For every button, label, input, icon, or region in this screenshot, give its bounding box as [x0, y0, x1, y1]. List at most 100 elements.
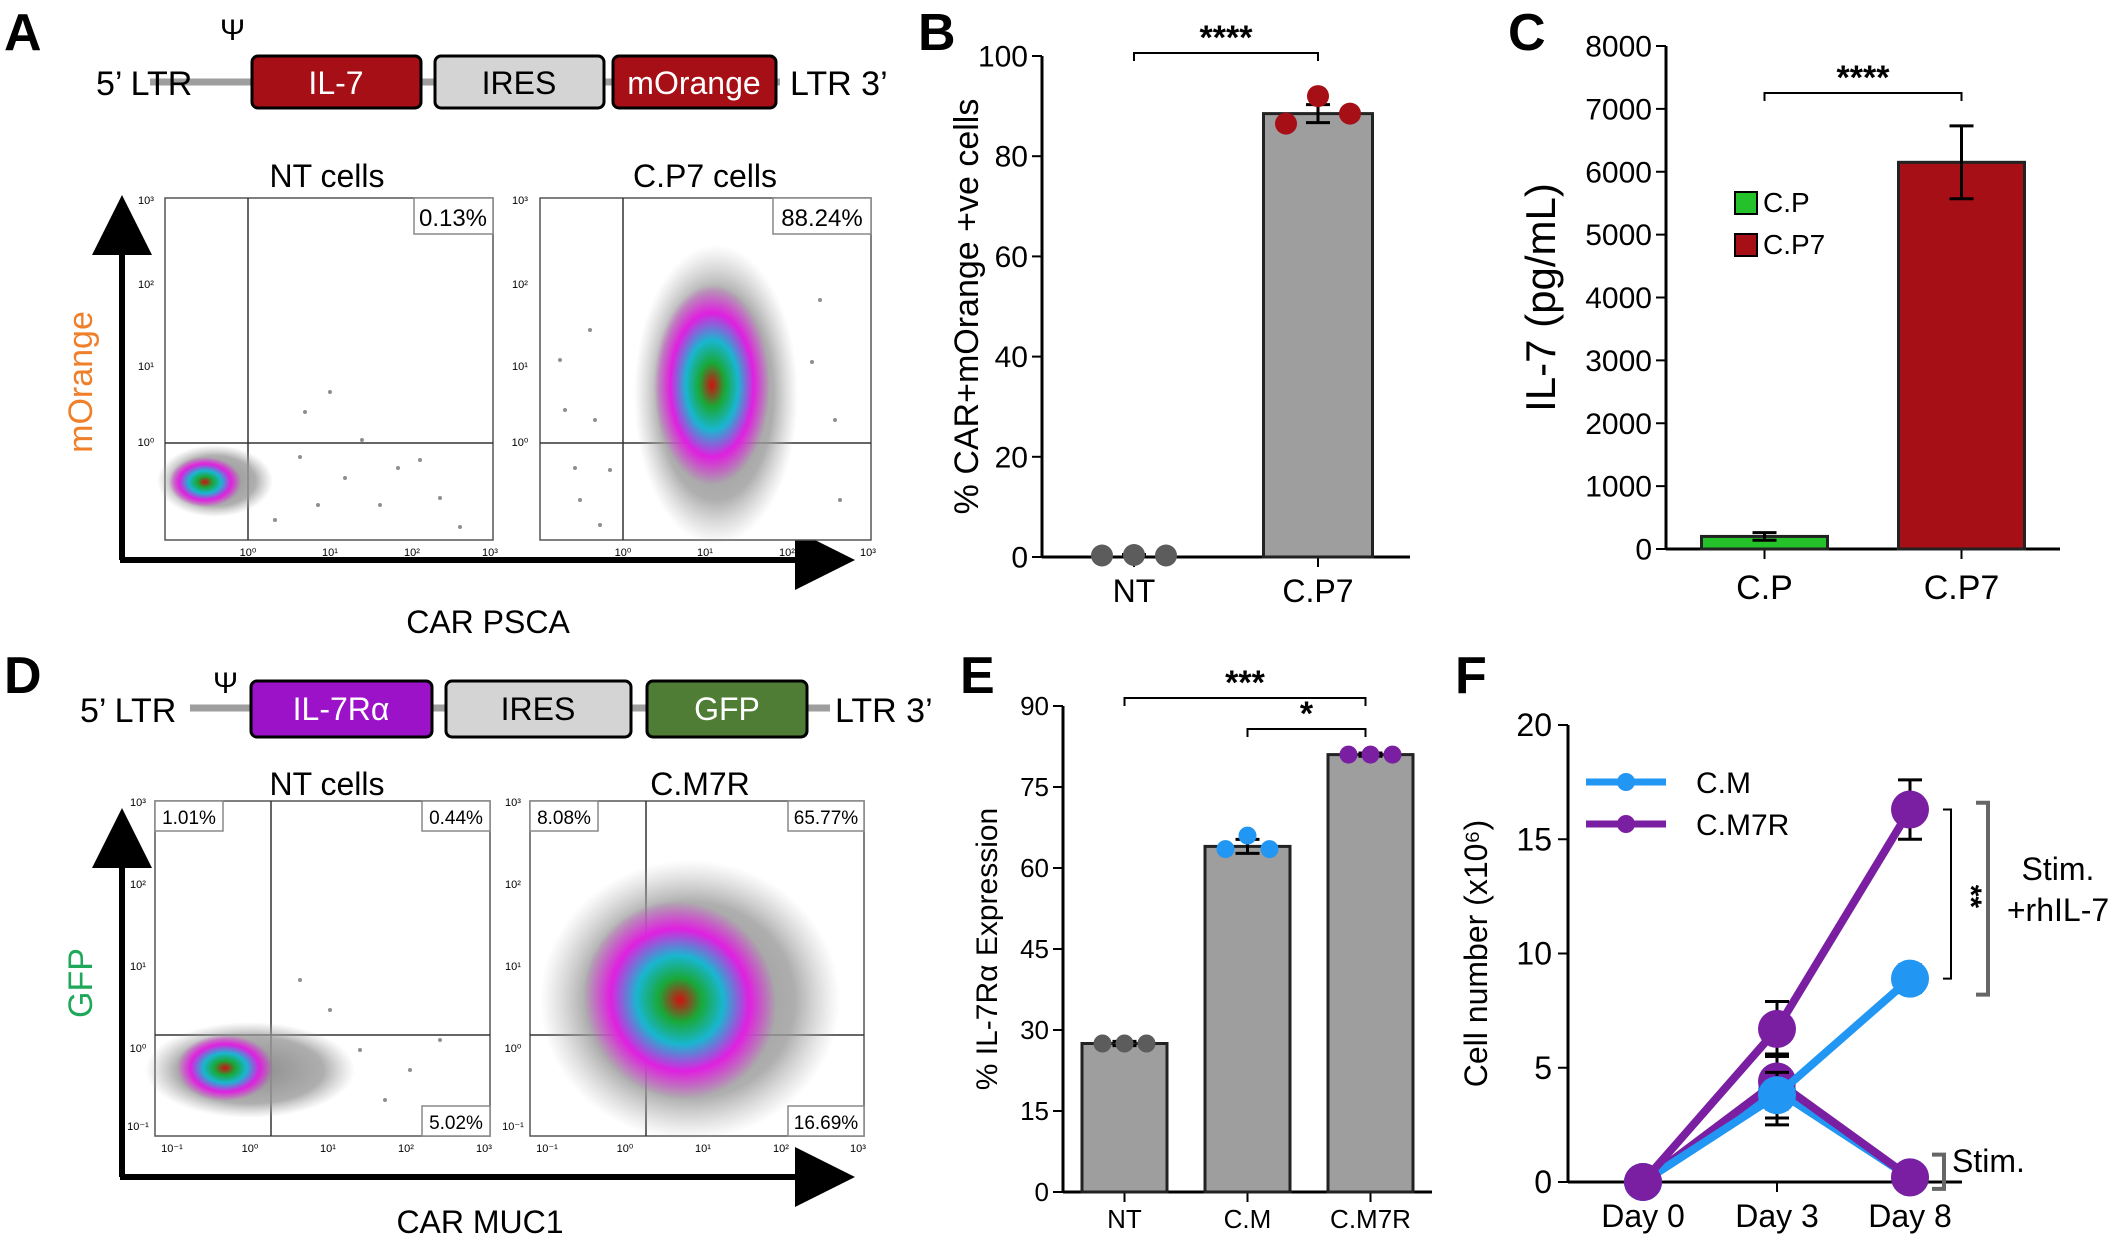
significance-label: **** — [1837, 59, 1891, 97]
y-tick-label: 15 — [1516, 821, 1552, 857]
panel-label-e: E — [960, 647, 995, 705]
construct-d: 5’ LTR Ψ IL-7Rα IRES GFP LTR 3’ — [80, 667, 933, 739]
gfp-label: GFP — [694, 691, 760, 727]
condition-label: Stim. — [2022, 851, 2095, 887]
condition-bracket — [1976, 800, 1990, 997]
significance-bracket — [1763, 92, 1963, 101]
cell-population — [169, 457, 241, 507]
legend-label: C.P7 — [1763, 229, 1825, 260]
tick-y: 10¹ — [512, 361, 528, 373]
significance-bracket — [1123, 697, 1367, 706]
tick-x: 10⁰ — [242, 1143, 259, 1155]
significance-bracket — [1246, 728, 1367, 737]
quadrant-ul-box — [154, 800, 224, 832]
data-point — [1339, 102, 1361, 125]
tick-y: 10³ — [505, 797, 521, 809]
y-tick-label: 60 — [995, 241, 1028, 274]
significance-bracket — [1133, 52, 1319, 61]
quadrant-lr-box — [787, 1105, 865, 1137]
legend-marker — [1617, 815, 1635, 833]
y-tick-label: 10 — [1516, 936, 1552, 972]
y-tick-label: 20 — [995, 441, 1028, 474]
quadrant-ur-box — [787, 800, 865, 832]
tick-y: 10² — [130, 879, 146, 891]
y-axis-label: % CAR+mOrange +ve cells — [948, 99, 986, 515]
data-point — [1891, 790, 1929, 829]
quadrant-ul-box — [529, 800, 599, 832]
tick-y: 10⁻¹ — [127, 1121, 149, 1133]
quadrant-ur-box — [421, 800, 491, 832]
morange-box — [611, 54, 778, 110]
panel-label-b: B — [918, 4, 956, 62]
panel-label-a: A — [4, 4, 42, 62]
y-tick-label: 2000 — [1585, 408, 1652, 441]
x-tick-label: NT — [1113, 573, 1156, 609]
x-tick-label: C.P7 — [1282, 573, 1353, 609]
tick-y: 10² — [505, 879, 521, 891]
scatter-dots — [558, 298, 842, 527]
pct-value: 0.13% — [419, 205, 487, 232]
bar — [1897, 160, 2026, 551]
y-axis-label: IL-7 (pg/mL) — [1517, 183, 1564, 412]
data-point — [1275, 112, 1297, 135]
y-tick-label: 45 — [1020, 934, 1049, 964]
flow-y-label: GFP — [62, 948, 100, 1018]
data-point — [1758, 1076, 1796, 1115]
data-point — [1307, 85, 1329, 108]
bar — [1326, 753, 1415, 1194]
pct-box — [772, 197, 872, 235]
tick-x: 10³ — [482, 547, 498, 559]
y-tick-label: 80 — [995, 141, 1028, 174]
tick-x: 10³ — [860, 547, 876, 559]
cell-population — [177, 1035, 273, 1101]
tick-y: 10⁰ — [138, 437, 155, 449]
panel-label-d: D — [4, 647, 42, 705]
y-tick-label: 100 — [978, 41, 1028, 74]
data-point — [1123, 543, 1145, 566]
legend-swatch — [1734, 191, 1758, 215]
data-point — [1091, 544, 1113, 567]
tick-x: 10¹ — [320, 1143, 336, 1155]
cell-population — [583, 901, 777, 1099]
data-point — [1758, 1009, 1796, 1048]
data-point — [1624, 1163, 1662, 1201]
tick-x: 10³ — [850, 1143, 866, 1155]
ires-box — [444, 679, 633, 739]
construct-a: 5’ LTR Ψ IL-7 IRES mOrange LTR 3’ — [96, 14, 888, 110]
y-tick-label: 15 — [1020, 1096, 1049, 1126]
y-tick-label: 1000 — [1585, 471, 1652, 504]
bar — [1203, 844, 1292, 1194]
tick-x: 10² — [779, 547, 795, 559]
data-point — [1260, 840, 1279, 859]
il7ra-gene-box — [249, 679, 434, 739]
x-tick-label: Day 3 — [1735, 1198, 1819, 1234]
tick-x: 10¹ — [695, 1143, 711, 1155]
tick-x: 10² — [398, 1143, 414, 1155]
flow-title-cm7r: C.M7R — [650, 766, 750, 802]
x-tick-label: Day 8 — [1868, 1198, 1952, 1234]
tick-x: 10⁻¹ — [536, 1143, 558, 1155]
tick-y: 10⁰ — [512, 437, 529, 449]
scatter-dots — [298, 978, 442, 1102]
tick-y: 10² — [512, 279, 528, 291]
tick-x: 10² — [404, 547, 420, 559]
data-point — [1891, 959, 1929, 998]
ltr3-label: LTR 3’ — [790, 65, 888, 103]
condition-label: +rhIL-7 — [2007, 892, 2109, 928]
scatter-dots — [273, 390, 462, 529]
tick-y: 10⁻¹ — [502, 1121, 524, 1133]
tick-y: 10² — [138, 279, 154, 291]
condition-bracket — [1932, 1152, 1946, 1191]
tick-y: 10¹ — [505, 961, 521, 973]
chart-f: 0 5 10 15 20 Cell number (x10⁶) Day 0 Day 3 Day … — [1458, 707, 2109, 1234]
quadrant-lr-box — [421, 1105, 491, 1137]
flow-plot-a: mOrange CAR PSCA NT cells 0.13% 10⁰ 10¹ … — [62, 158, 876, 640]
tick-x: 10² — [773, 1143, 789, 1155]
tick-y: 10⁰ — [505, 1043, 522, 1055]
data-point — [1891, 1158, 1929, 1197]
tick-x: 10¹ — [697, 547, 713, 559]
morange-label: mOrange — [627, 65, 760, 101]
legend-label: C.P — [1763, 187, 1810, 218]
quadrant-ul-value: 1.01% — [162, 808, 216, 829]
